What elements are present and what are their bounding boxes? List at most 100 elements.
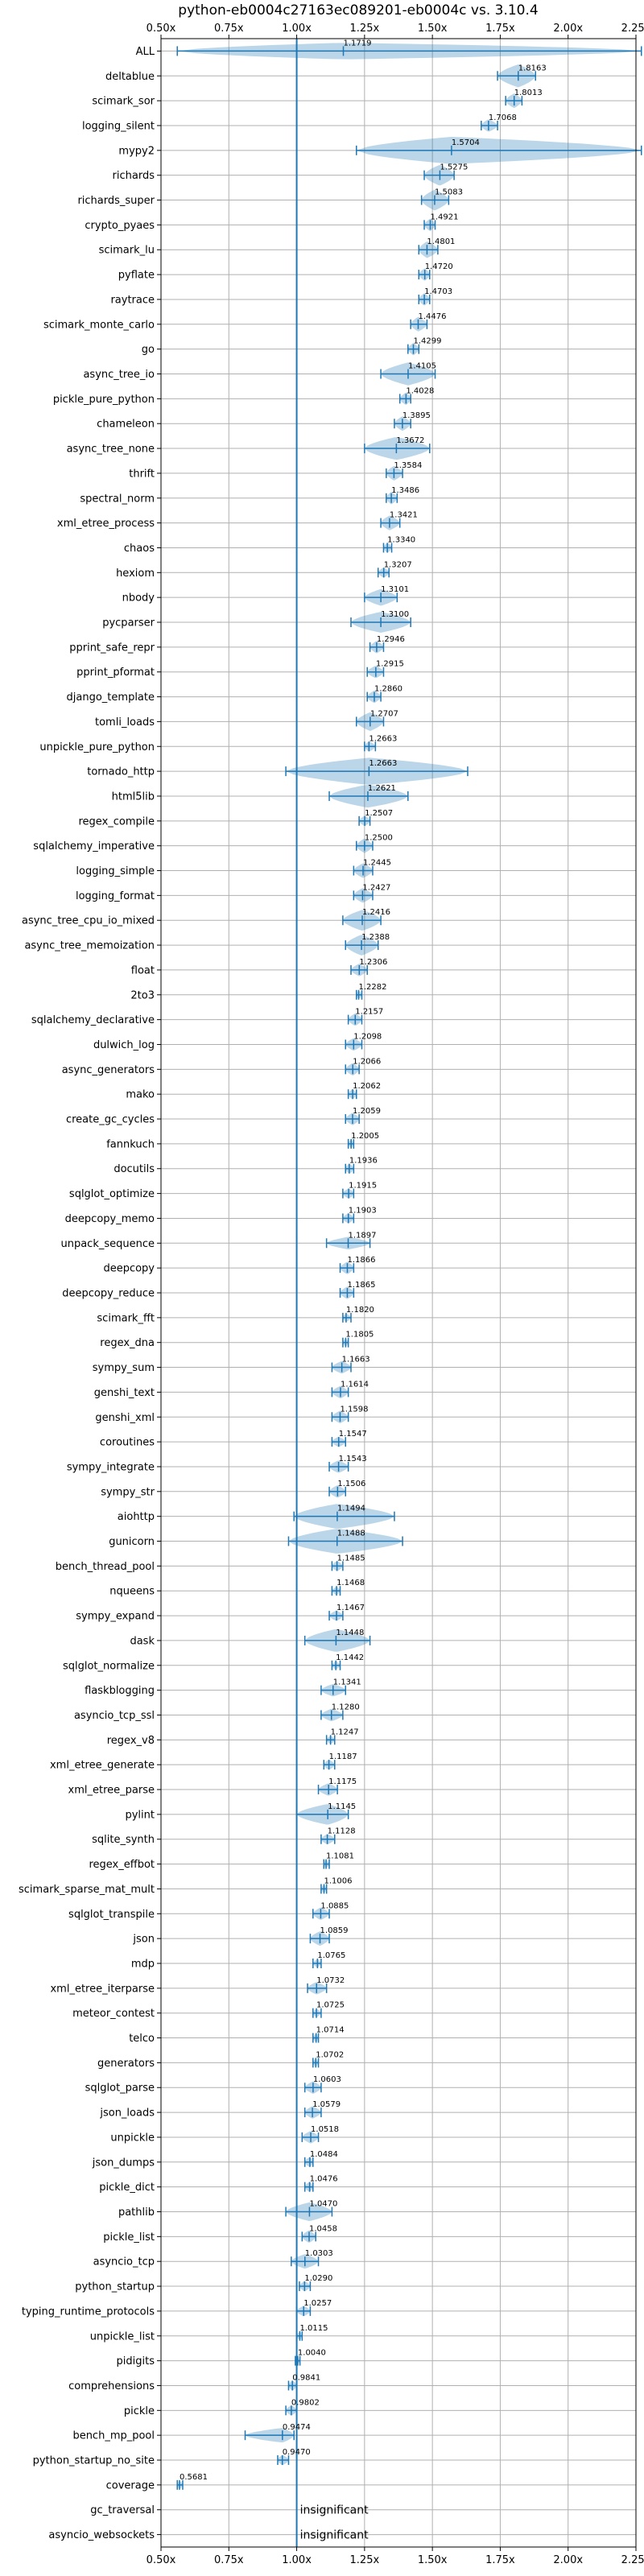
benchmark-name-label: genshi_text bbox=[94, 1387, 155, 1399]
benchmark-name-label: regex_dna bbox=[100, 1337, 155, 1349]
benchmark-name-label: mako bbox=[126, 1089, 155, 1101]
benchmark-name-label: meteor_contest bbox=[72, 2008, 155, 2020]
mean-value-label: 1.2388 bbox=[361, 933, 390, 942]
benchmark-name-label: scimark_lu bbox=[99, 245, 155, 257]
mean-value-label: 1.8163 bbox=[518, 64, 547, 72]
benchmark-name-label: sqlglot_normalize bbox=[63, 1660, 155, 1672]
gridlines bbox=[160, 39, 637, 2547]
benchmark-name-label: crypto_pyaes bbox=[85, 220, 155, 232]
benchmark-name-label: regex_compile bbox=[78, 815, 155, 828]
mean-value-label: 1.1547 bbox=[339, 1430, 367, 1439]
benchmark-name-label: genshi_xml bbox=[95, 1412, 155, 1424]
benchmark-name-label: async_tree_cpu_io_mixed bbox=[22, 915, 155, 927]
mean-value-label: 1.3207 bbox=[384, 560, 412, 569]
mean-value-label: 1.2663 bbox=[369, 759, 397, 768]
mean-value-label: 1.2427 bbox=[362, 883, 390, 892]
benchmark-name-label: go bbox=[142, 344, 155, 356]
mean-value-label: 1.2445 bbox=[363, 859, 391, 868]
benchmark-name-label: typing_runtime_protocols bbox=[22, 2306, 155, 2318]
mean-value-label: 1.4703 bbox=[424, 287, 452, 296]
mean-value-label: 1.7068 bbox=[489, 114, 517, 122]
benchmark-name-label: async_tree_memoization bbox=[24, 940, 155, 952]
benchmark-name-label: sympy_integrate bbox=[67, 1461, 155, 1473]
benchmark-name-label: json_dumps bbox=[92, 2157, 155, 2169]
benchmark-name-label: sqlglot_optimize bbox=[69, 1188, 155, 1200]
mean-value-label: 1.1341 bbox=[333, 1678, 361, 1687]
benchmark-name-label: chaos bbox=[124, 543, 155, 555]
benchmark-name-label: pycparser bbox=[102, 617, 155, 630]
mean-value-label: 1.2066 bbox=[353, 1057, 381, 1066]
mean-value-label: 1.0476 bbox=[310, 2175, 338, 2184]
mean-value-label: 1.1506 bbox=[337, 1480, 365, 1488]
benchmark-name-label: scimark_sor bbox=[92, 96, 155, 108]
benchmark-name-label: asyncio_tcp_ssl bbox=[74, 1710, 155, 1722]
mean-value-label: 1.2306 bbox=[359, 958, 387, 967]
top-x-axis: 0.50x 0.75x 1.00x 1.25x 1.50x 1.75x 2.00x 2.25x bbox=[147, 23, 644, 39]
bottom-tick-label: 2.25x bbox=[621, 2554, 644, 2566]
benchmark-name-label: mdp bbox=[131, 1958, 155, 1970]
benchmark-name-label: sqlite_synth bbox=[92, 1834, 155, 1846]
mean-value-label: 1.4476 bbox=[418, 312, 446, 321]
benchmark-name-label: sympy_sum bbox=[93, 1362, 155, 1374]
benchmark-name-label: scimark_sparse_mat_mult bbox=[19, 1884, 155, 1896]
mean-value-label: 1.2098 bbox=[353, 1032, 382, 1041]
mean-value-label: 1.0115 bbox=[299, 2324, 328, 2333]
mean-value-label: 1.0303 bbox=[305, 2249, 333, 2258]
benchmark-name-label: pprint_safe_repr bbox=[69, 642, 155, 654]
mean-value-label: 1.2500 bbox=[365, 834, 393, 843]
benchmark-name-label: pathlib bbox=[118, 2207, 155, 2219]
benchmark-name-label: json_loads bbox=[99, 2107, 155, 2120]
insignificant-label: insignificant bbox=[300, 2504, 369, 2517]
bottom-tick-label: 0.50x bbox=[147, 2554, 176, 2566]
benchmark-name-label: aiohttp bbox=[118, 1511, 155, 1523]
benchmark-name-label: sqlalchemy_declarative bbox=[31, 1014, 155, 1026]
mean-value-label: 1.1488 bbox=[337, 1530, 365, 1538]
top-tick-label: 1.00x bbox=[282, 23, 312, 35]
mean-value-label: 1.2005 bbox=[351, 1132, 379, 1141]
mean-value-label: 1.1820 bbox=[346, 1306, 374, 1315]
value-labels: 1.1719 1.8163 1.8013 1.7068 1.5704 1.5275 1.50… bbox=[180, 39, 547, 2541]
violins bbox=[177, 43, 642, 2489]
benchmark-name-label: scimark_monte_carlo bbox=[43, 319, 155, 331]
mean-value-label: 1.2860 bbox=[374, 685, 402, 694]
benchmark-name-label: sqlglot_transpile bbox=[68, 1909, 155, 1921]
mean-value-label: 1.1006 bbox=[324, 1876, 352, 1885]
benchmark-name-label: richards bbox=[113, 170, 155, 182]
mean-value-label: 1.5275 bbox=[440, 163, 468, 172]
mean-value-label: 1.2946 bbox=[377, 635, 405, 644]
benchmark-name-label: xml_etree_generate bbox=[50, 1760, 155, 1772]
benchmark-name-label: bench_mp_pool bbox=[72, 2430, 155, 2442]
benchmark-name-label: unpickle_list bbox=[90, 2330, 155, 2343]
benchmark-name-label: html5lib bbox=[112, 791, 155, 803]
mean-value-label: 1.1663 bbox=[342, 1356, 370, 1364]
insignificant-label: insignificant bbox=[300, 2529, 369, 2542]
benchmark-name-label: coverage bbox=[106, 2479, 155, 2491]
mean-value-label: 1.1467 bbox=[336, 1604, 365, 1612]
benchmark-name-label: 2to3 bbox=[130, 989, 155, 1001]
mean-value-label: 1.4105 bbox=[408, 361, 436, 370]
mean-value-label: 1.0765 bbox=[317, 1951, 345, 1960]
benchmark-name-label: async_tree_none bbox=[67, 444, 155, 456]
benchmark-name-label: spectral_norm bbox=[80, 493, 155, 505]
benchmark-name-label: create_gc_cycles bbox=[66, 1114, 155, 1126]
benchmark-name-label: thrift bbox=[129, 468, 155, 480]
bottom-tick-label: 1.75x bbox=[485, 2554, 515, 2566]
mean-value-label: 1.2507 bbox=[365, 809, 393, 818]
benchmark-name-label: pprint_pformat bbox=[76, 667, 155, 679]
mean-value-label: 1.0725 bbox=[316, 2001, 345, 2010]
benchmark-name-label: sympy_str bbox=[101, 1486, 155, 1498]
benchmark-name-label: logging_format bbox=[76, 890, 155, 902]
mean-value-label: 1.0257 bbox=[303, 2299, 332, 2308]
benchmark-name-label: logging_silent bbox=[82, 120, 155, 132]
benchmark-name-label: unpickle bbox=[110, 2132, 155, 2144]
benchmark-name-label: sqlalchemy_imperative bbox=[33, 840, 155, 852]
benchmark-name-label: pyflate bbox=[118, 270, 155, 282]
mean-value-label: 1.1598 bbox=[340, 1405, 368, 1414]
top-tick-label: 1.75x bbox=[485, 23, 515, 35]
benchmark-name-label: deepcopy bbox=[103, 1263, 155, 1275]
bottom-tick-label: 1.50x bbox=[418, 2554, 448, 2566]
mean-value-label: 1.1866 bbox=[347, 1256, 375, 1265]
mean-value-label: 1.4028 bbox=[406, 386, 434, 395]
mean-value-label: 1.0702 bbox=[316, 2050, 344, 2059]
